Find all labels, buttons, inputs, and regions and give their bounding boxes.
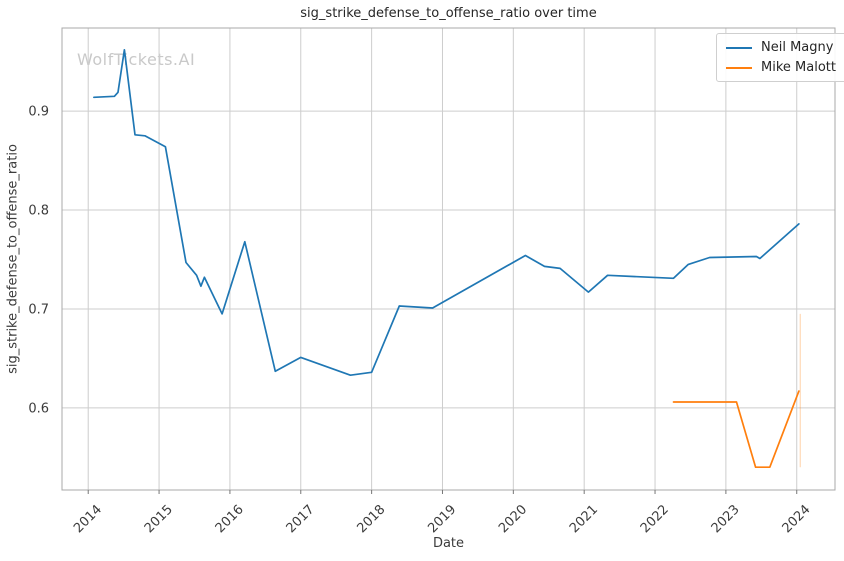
x-tick-label: 2023 <box>709 502 743 536</box>
series-line-mike-malott <box>672 390 800 469</box>
x-tick-label: 2018 <box>354 502 388 536</box>
x-tick-label: 2017 <box>284 502 318 536</box>
legend-label: Neil Magny <box>761 40 834 55</box>
legend: Neil Magny Mike Malott <box>716 33 844 82</box>
x-tick-label: 2014 <box>71 502 105 536</box>
x-tick-label: 2021 <box>567 502 601 536</box>
y-tick-label: 0.6 <box>28 401 49 416</box>
y-tick-label: 0.8 <box>28 204 49 219</box>
legend-item-neil-magny: Neil Magny <box>726 40 836 55</box>
series-line-neil-magny <box>93 48 800 377</box>
watermark-text: WolfTickets.AI <box>77 50 196 69</box>
x-tick-label: 2020 <box>496 502 530 536</box>
legend-label: Mike Malott <box>761 60 836 75</box>
legend-line-swatch-orange <box>726 66 752 69</box>
x-tick-label: 2022 <box>638 502 672 536</box>
x-tick-label: 2015 <box>142 502 176 536</box>
x-tick-label: 2016 <box>213 502 247 536</box>
y-axis-label: sig_strike_defense_to_offense_ratio <box>5 144 21 374</box>
y-tick-label: 0.9 <box>28 105 49 120</box>
x-tick-label: 2024 <box>780 502 814 536</box>
legend-line-swatch-blue <box>726 46 752 49</box>
x-tick-label: 2019 <box>425 502 459 536</box>
x-axis-label: Date <box>432 536 465 551</box>
legend-item-mike-malott: Mike Malott <box>726 60 836 75</box>
plot-border <box>61 27 836 491</box>
y-tick-label: 0.7 <box>28 302 49 317</box>
chart-title: sig_strike_defense_to_offense_ratio over… <box>300 6 597 21</box>
